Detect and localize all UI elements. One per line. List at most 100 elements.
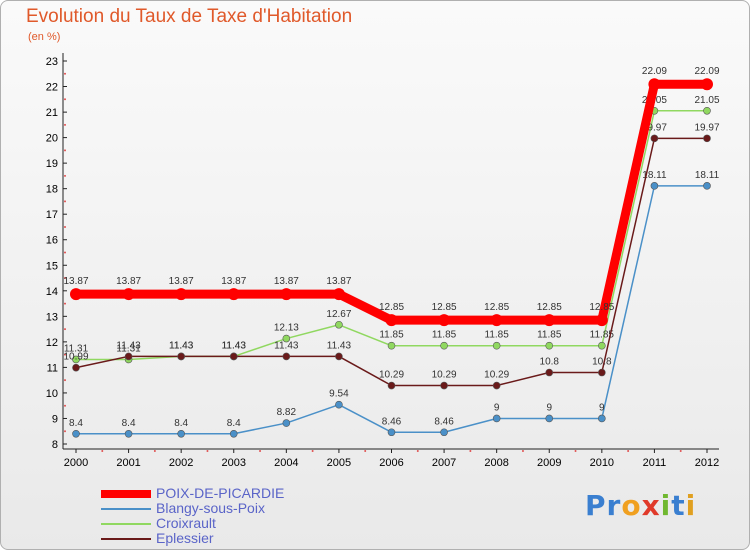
x-tick-label: 2007 xyxy=(432,457,456,469)
data-point xyxy=(438,314,451,327)
data-label: 13.87 xyxy=(169,276,194,287)
data-label: 19.97 xyxy=(694,122,719,133)
y-minor-mark xyxy=(64,98,66,101)
data-point xyxy=(72,355,80,364)
data-label: 12.67 xyxy=(326,309,351,320)
logo-letter: i xyxy=(685,489,697,522)
data-label: 10.29 xyxy=(379,370,404,381)
x-tick-label: 2001 xyxy=(116,457,140,469)
y-minor-mark xyxy=(64,404,66,407)
data-label: 9 xyxy=(599,402,605,413)
y-tick-label: 22 xyxy=(46,82,58,94)
data-point xyxy=(385,314,398,327)
data-point xyxy=(598,341,606,350)
data-label: 13.87 xyxy=(326,276,351,287)
x-tick-label: 2004 xyxy=(274,457,298,469)
data-label: 8.4 xyxy=(69,418,83,429)
y-minor-mark xyxy=(64,379,66,382)
proxiti-logo: Proxiti xyxy=(585,489,696,522)
x-minor-mark xyxy=(521,450,524,452)
y-minor-mark xyxy=(64,251,66,254)
data-label: 11.85 xyxy=(485,330,510,341)
data-point xyxy=(598,414,606,423)
legend-label: Eplessier xyxy=(156,530,214,546)
data-point xyxy=(282,334,291,343)
data-point xyxy=(650,182,659,190)
data-label: 8.46 xyxy=(434,416,454,427)
legend-swatch xyxy=(101,490,151,498)
data-label: 9 xyxy=(494,402,500,413)
chart-title: Evolution du Taux de Taxe d'Habitation xyxy=(26,6,353,27)
y-minor-mark xyxy=(64,328,66,331)
logo-letter: i xyxy=(660,489,672,522)
data-point xyxy=(282,352,291,361)
data-label: 11.43 xyxy=(222,340,247,351)
data-point xyxy=(280,288,293,301)
data-point xyxy=(492,381,501,390)
data-point xyxy=(335,320,343,329)
data-label: 22.09 xyxy=(694,66,719,77)
data-label: 12.85 xyxy=(432,302,457,313)
data-point xyxy=(177,429,185,438)
data-point xyxy=(387,428,396,437)
data-point xyxy=(543,314,556,327)
data-label: 13.87 xyxy=(63,276,88,287)
data-point xyxy=(595,314,608,327)
data-point xyxy=(387,381,396,390)
data-label: 10.99 xyxy=(63,352,88,363)
data-point xyxy=(545,341,554,350)
data-label: 8.46 xyxy=(382,416,402,427)
data-point xyxy=(124,352,133,361)
data-label: 22.09 xyxy=(642,66,667,77)
data-point xyxy=(545,368,554,377)
y-tick-label: 15 xyxy=(46,260,58,272)
data-point xyxy=(598,368,606,377)
data-point xyxy=(335,352,343,361)
x-tick-label: 2003 xyxy=(222,457,246,469)
data-point xyxy=(440,341,448,350)
data-label: 11.85 xyxy=(590,330,615,341)
data-point xyxy=(387,341,396,350)
data-label: 9 xyxy=(546,402,552,413)
legend-label: POIX-DE-PICARDIE xyxy=(156,485,285,501)
data-label: 12.13 xyxy=(274,323,299,334)
data-label: 10.29 xyxy=(432,370,457,381)
data-point xyxy=(440,428,448,437)
data-label: 8.4 xyxy=(174,418,188,429)
data-point xyxy=(440,381,448,390)
data-label: 8.4 xyxy=(122,418,136,429)
data-point xyxy=(703,106,711,115)
data-point xyxy=(650,134,659,143)
x-minor-mark xyxy=(259,450,262,452)
y-minor-mark xyxy=(64,277,66,280)
x-minor-mark xyxy=(627,450,630,452)
data-point xyxy=(72,429,80,438)
x-minor-mark xyxy=(469,450,472,452)
y-minor-mark xyxy=(64,302,66,305)
data-point xyxy=(70,288,82,301)
data-point xyxy=(332,288,345,301)
data-point xyxy=(703,134,711,143)
legend-swatch xyxy=(101,523,151,525)
y-minor-mark xyxy=(64,72,66,75)
y-tick-label: 13 xyxy=(46,311,58,323)
data-label: 10.29 xyxy=(484,370,509,381)
data-label: 11.43 xyxy=(169,340,194,351)
logo-letter: r xyxy=(606,489,622,522)
y-tick-label: 12 xyxy=(46,337,58,349)
x-minor-mark xyxy=(153,450,156,452)
data-label: 12.85 xyxy=(537,302,562,313)
data-label: 13.87 xyxy=(221,276,246,287)
x-minor-mark xyxy=(311,450,314,452)
logo-letter: x xyxy=(641,489,661,522)
y-tick-label: 8 xyxy=(52,439,58,451)
data-label: 13.87 xyxy=(116,276,141,287)
data-point xyxy=(648,78,661,91)
y-tick-label: 11 xyxy=(47,362,58,374)
data-point xyxy=(703,182,711,190)
data-point xyxy=(227,288,240,301)
y-minor-mark xyxy=(64,430,66,433)
x-tick-label: 2002 xyxy=(169,457,193,469)
y-tick-label: 10 xyxy=(46,388,58,400)
x-tick-label: 2010 xyxy=(590,457,614,469)
